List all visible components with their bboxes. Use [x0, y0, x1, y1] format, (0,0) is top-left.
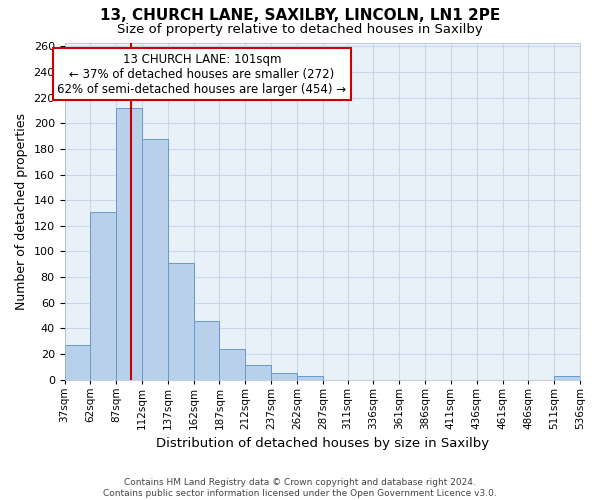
- Bar: [297, 376, 323, 380]
- Bar: [168, 263, 194, 380]
- Bar: [220, 349, 245, 380]
- Bar: [194, 320, 220, 380]
- Bar: [91, 212, 116, 380]
- Y-axis label: Number of detached properties: Number of detached properties: [15, 112, 28, 310]
- Text: Size of property relative to detached houses in Saxilby: Size of property relative to detached ho…: [117, 22, 483, 36]
- Bar: [554, 376, 580, 380]
- Bar: [271, 373, 297, 380]
- Bar: [116, 108, 142, 380]
- X-axis label: Distribution of detached houses by size in Saxilby: Distribution of detached houses by size …: [156, 437, 489, 450]
- Text: 13, CHURCH LANE, SAXILBY, LINCOLN, LN1 2PE: 13, CHURCH LANE, SAXILBY, LINCOLN, LN1 2…: [100, 8, 500, 22]
- Text: 13 CHURCH LANE: 101sqm
← 37% of detached houses are smaller (272)
62% of semi-de: 13 CHURCH LANE: 101sqm ← 37% of detached…: [58, 53, 346, 96]
- Bar: [245, 366, 271, 380]
- Text: Contains HM Land Registry data © Crown copyright and database right 2024.
Contai: Contains HM Land Registry data © Crown c…: [103, 478, 497, 498]
- Bar: [142, 138, 168, 380]
- Bar: [65, 345, 91, 380]
